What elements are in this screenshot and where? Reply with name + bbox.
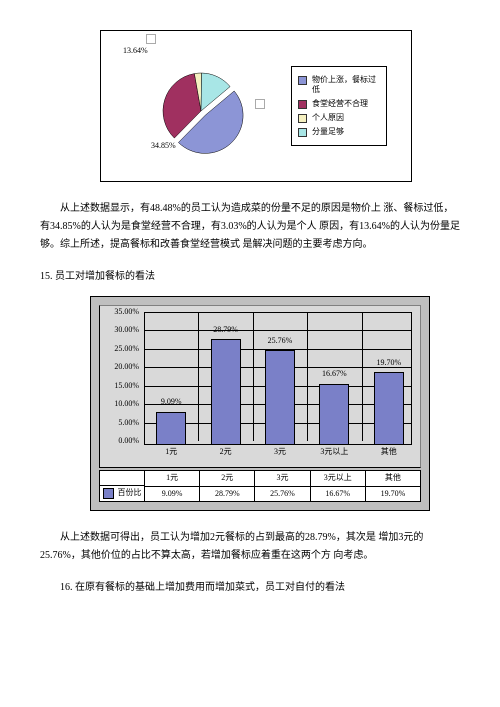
ytick-label: 20.00% <box>100 360 142 374</box>
table-head-blank <box>100 471 144 486</box>
legend-label: 个人原因 <box>312 113 344 123</box>
category-separator <box>362 312 363 441</box>
table-value-cell: 16.67% <box>311 487 365 502</box>
table-series-label: 百份比 <box>100 486 144 501</box>
xtick-label: 2元 <box>201 445 251 459</box>
pie-callout-1: 13.64% <box>123 44 148 58</box>
table-column: 1元9.09% <box>145 471 200 501</box>
paragraph-2: 从上述数据可得出，员工认为增加2元餐标的占到最高的28.79%，其次是 增加3元… <box>40 529 460 565</box>
bar-value-label: 16.67% <box>309 367 359 381</box>
section-15-heading: 15. 员工对增加餐标的看法 <box>40 268 460 286</box>
legend-item: 分量足够 <box>298 127 380 137</box>
ytick-label: 10.00% <box>100 397 142 411</box>
legend-swatch-icon <box>298 114 307 123</box>
bar <box>156 412 186 446</box>
section-16-heading: 16. 在原有餐标的基础上增加费用而增加菜式，员工对自付的看法 <box>40 579 460 597</box>
series-name: 百份比 <box>118 486 142 500</box>
table-column: 2元28.79% <box>200 471 255 501</box>
paragraph-1: 从上述数据显示，有48.48%的员工认为造成菜的份量不足的原因是物价上 涨、餐标… <box>40 200 460 254</box>
bar-value-label: 19.70% <box>364 356 414 370</box>
table-category-cell: 其他 <box>366 471 420 487</box>
legend-item: 个人原因 <box>298 113 380 123</box>
table-category-cell: 3元以上 <box>311 471 365 487</box>
ytick-label: 35.00% <box>100 305 142 319</box>
bar-value-label: 25.76% <box>255 334 305 348</box>
pie-stage: 13.64% 34.85% <box>101 31 291 181</box>
legend-label: 物价上涨，餐标过低 <box>312 75 380 95</box>
gridline <box>144 312 412 313</box>
legend-item: 物价上涨，餐标过低 <box>298 75 380 95</box>
table-category-cell: 1元 <box>145 471 199 487</box>
bar-grid: 0.00% 5.00% 10.00% 15.00% 20.00% 25.00% 30.00%… <box>99 305 421 468</box>
xtick-label: 1元 <box>146 445 196 459</box>
pie-chart: 13.64% 34.85% 物价上涨，餐标过低 食堂经营不合理 个人原因 分量足… <box>100 30 412 182</box>
ytick-label: 0.00% <box>100 434 142 448</box>
series-swatch-icon <box>103 488 114 499</box>
legend-label: 食堂经营不合理 <box>312 99 368 109</box>
legend-item: 食堂经营不合理 <box>298 99 380 109</box>
ytick-label: 25.00% <box>100 342 142 356</box>
table-category-cell: 3元 <box>255 471 309 487</box>
table-column: 3元以上16.67% <box>311 471 366 501</box>
xtick-label: 3元以上 <box>309 445 359 459</box>
legend-swatch-icon <box>298 128 307 137</box>
bar <box>211 339 241 445</box>
legend-swatch-icon <box>298 76 307 85</box>
xtick-label: 3元 <box>255 445 305 459</box>
bar <box>319 384 349 445</box>
bar-data-table: 百份比 1元9.09%2元28.79%3元25.76%3元以上16.67%其他1… <box>99 470 421 502</box>
category-separator <box>253 312 254 441</box>
pie-marker-icon <box>255 99 265 109</box>
bar-chart: 0.00% 5.00% 10.00% 15.00% 20.00% 25.00% 30.00%… <box>90 296 430 511</box>
legend-label: 分量足够 <box>312 127 344 137</box>
table-value-cell: 25.76% <box>255 487 309 502</box>
table-category-cell: 2元 <box>200 471 254 487</box>
table-column: 3元25.76% <box>255 471 310 501</box>
legend-swatch-icon <box>298 100 307 109</box>
pie-marker-icon-2 <box>146 34 156 44</box>
bar-value-label: 9.09% <box>146 395 196 409</box>
ytick-label: 5.00% <box>100 415 142 429</box>
table-value-cell: 28.79% <box>200 487 254 502</box>
category-separator <box>198 312 199 441</box>
ytick-label: 30.00% <box>100 323 142 337</box>
table-column: 其他19.70% <box>366 471 420 501</box>
xtick-label: 其他 <box>364 445 414 459</box>
table-value-cell: 19.70% <box>366 487 420 502</box>
bar-value-label: 28.79% <box>201 323 251 337</box>
bar <box>374 372 404 445</box>
ytick-label: 15.00% <box>100 379 142 393</box>
category-separator <box>307 312 308 441</box>
pie-legend: 物价上涨，餐标过低 食堂经营不合理 个人原因 分量足够 <box>291 66 387 146</box>
gridline <box>144 330 412 331</box>
table-value-cell: 9.09% <box>145 487 199 502</box>
pie-callout-2: 34.85% <box>151 139 176 153</box>
bar <box>265 350 295 445</box>
